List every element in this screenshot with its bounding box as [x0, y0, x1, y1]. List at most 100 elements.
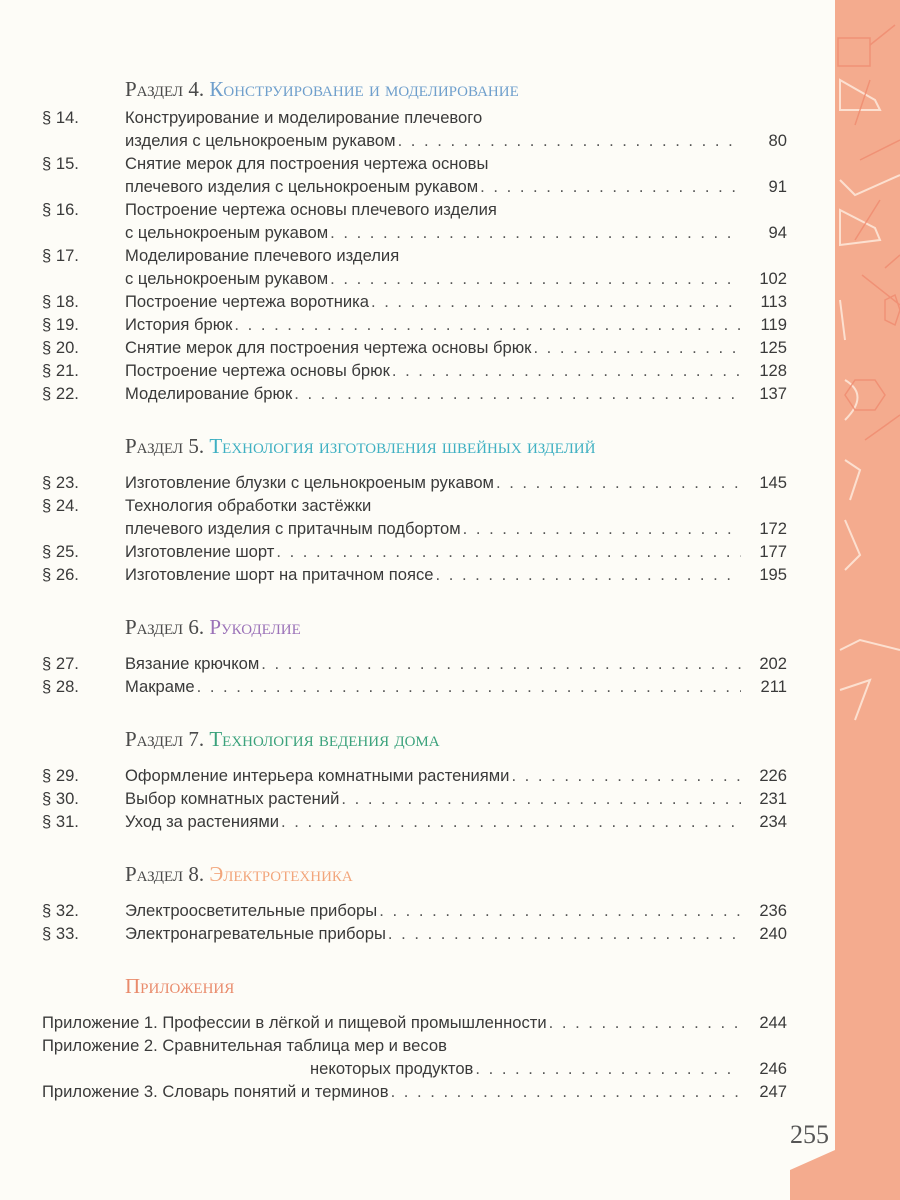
section-title: Технология ведения дома [209, 727, 440, 751]
entry-title-text: некоторых продуктов [310, 1059, 474, 1078]
entry-number: § 25. [42, 542, 79, 561]
toc-entry[interactable]: § 14. Конструирование и моделирование пле… [42, 106, 787, 152]
entry-number: § 27. [42, 654, 79, 673]
entry-title-line: плечевого изделия с цельнокроеным рукаво… [125, 175, 787, 198]
entry-number: § 32. [42, 901, 79, 920]
toc-entry[interactable]: Приложение 3. Словарь понятий и терминов… [42, 1080, 787, 1103]
toc-entry[interactable]: § 29. Оформление интерьера комнатными рас… [42, 764, 787, 787]
entry-title-text: плечевого изделия с цельнокроеным рукаво… [125, 177, 479, 196]
toc-entry[interactable]: § 17. Моделирование плечевого изделия с це… [42, 244, 787, 290]
entry-number: § 18. [42, 292, 79, 311]
entry-page-number[interactable]: 125 [759, 338, 787, 357]
dot-leader: . . . . . . . . . . . . . . . . . . . . … [281, 812, 741, 831]
entry-number: § 31. [42, 812, 79, 831]
entry-title-text: Снятие мерок для построения чертежа осно… [125, 338, 532, 357]
entry-number: § 15. [42, 154, 79, 173]
section-label: Раздел 8. [125, 862, 205, 886]
toc-entry[interactable]: Приложение 2. Сравнительная таблица мер … [42, 1034, 787, 1080]
toc-entry[interactable]: § 21. Построение чертежа основы брюк. . .… [42, 359, 787, 382]
dot-leader: . . . . . . . . . . . . . . . . . . . . … [341, 789, 741, 808]
dot-leader: . . . . . . . . . . . . . . . . . . . . … [548, 1013, 741, 1032]
entry-page-number[interactable]: 234 [759, 812, 787, 831]
toc-entry[interactable]: § 23. Изготовление блузки с цельнокроеным… [42, 471, 787, 494]
section-title: Технология изготовления швейных изделий [209, 434, 596, 458]
entry-number: § 19. [42, 315, 79, 334]
entry-page-number[interactable]: 244 [759, 1013, 787, 1032]
toc-entry[interactable]: § 22. Моделирование брюк. . . . . . . . .… [42, 382, 787, 405]
entry-body: Уход за растениями. . . . . . . . . . . … [125, 810, 787, 833]
dot-leader: . . . . . . . . . . . . . . . . . . . . … [495, 473, 741, 492]
toc-entry[interactable]: § 31. Уход за растениями. . . . . . . . .… [42, 810, 787, 833]
entry-title-text: Технология обработки застёжки [125, 496, 372, 515]
section-title: Приложения [125, 974, 235, 998]
entry-page-number[interactable]: 102 [759, 269, 787, 288]
dot-leader: . . . . . . . . . . . . . . . . . . . . … [397, 131, 741, 150]
entry-body: Электронагревательные приборы. . . . . .… [125, 922, 787, 945]
section-heading: Раздел 8. Электротехника [125, 859, 787, 889]
entry-page-number[interactable]: 231 [759, 789, 787, 808]
entry-number: § 28. [42, 677, 79, 696]
dot-leader: . . . . . . . . . . . . . . . . . . . . … [261, 654, 741, 673]
entry-title-line: Изготовление шорт. . . . . . . . . . . .… [125, 540, 787, 563]
toc-entry[interactable]: § 28. Макраме. . . . . . . . . . . . . . … [42, 675, 787, 698]
toc-entry[interactable]: § 16. Построение чертежа основы плечевого… [42, 198, 787, 244]
entry-title-line: Приложение 2. Сравнительная таблица мер … [42, 1034, 787, 1057]
entry-title-line: Технология обработки застёжки [125, 494, 787, 517]
entry-title-text: Приложение 2. Сравнительная таблица мер … [42, 1036, 447, 1055]
toc-entry[interactable]: Приложение 1. Профессии в лёгкой и пищев… [42, 1011, 787, 1034]
entry-page-number[interactable]: 240 [759, 924, 787, 943]
entry-page-number[interactable]: 91 [768, 177, 787, 196]
entry-page-number[interactable]: 202 [759, 654, 787, 673]
entry-page-number[interactable]: 211 [760, 677, 787, 696]
entry-page-number[interactable]: 80 [768, 131, 787, 150]
entry-title-text: Приложение 1. Профессии в лёгкой и пищев… [42, 1013, 547, 1032]
entry-body: Изготовление блузки с цельнокроеным рука… [125, 471, 787, 494]
entry-page-number[interactable]: 172 [759, 519, 787, 538]
entry-page-number[interactable]: 145 [759, 473, 787, 492]
toc-section: Раздел 4. Конструирование и моделировани… [42, 74, 787, 405]
entry-title-line: Уход за растениями. . . . . . . . . . . … [125, 810, 787, 833]
entry-page-number[interactable]: 226 [759, 766, 787, 785]
entry-title-line: Вязание крючком. . . . . . . . . . . . .… [125, 652, 787, 675]
entry-page-number[interactable]: 247 [759, 1082, 787, 1101]
toc-entry[interactable]: § 20. Снятие мерок для построения чертежа… [42, 336, 787, 359]
entry-body: Приложение 1. Профессии в лёгкой и пищев… [42, 1011, 787, 1034]
entry-body: История брюк. . . . . . . . . . . . . . … [125, 313, 787, 336]
entry-page-number[interactable]: 119 [760, 315, 787, 334]
entry-number: § 17. [42, 246, 79, 265]
entry-title-line: Снятие мерок для построения чертежа осно… [125, 336, 787, 359]
entry-title-line: Моделирование плечевого изделия [125, 244, 787, 267]
dot-leader: . . . . . . . . . . . . . . . . . . . . … [379, 901, 741, 920]
toc-entry[interactable]: § 25. Изготовление шорт. . . . . . . . . … [42, 540, 787, 563]
entry-number: § 33. [42, 924, 79, 943]
entry-title-text: с цельнокроеным рукавом [125, 269, 329, 288]
entry-title-line: История брюк. . . . . . . . . . . . . . … [125, 313, 787, 336]
entry-title-line: Макраме. . . . . . . . . . . . . . . . .… [125, 675, 787, 698]
entry-page-number[interactable]: 137 [759, 384, 787, 403]
toc-entry[interactable]: § 26. Изготовление шорт на притачном пояс… [42, 563, 787, 586]
dot-leader: . . . . . . . . . . . . . . . . . . . . … [370, 292, 741, 311]
dot-leader: . . . . . . . . . . . . . . . . . . . . … [196, 677, 741, 696]
entry-page-number[interactable]: 195 [759, 565, 787, 584]
entry-page-number[interactable]: 94 [768, 223, 787, 242]
toc-entry[interactable]: § 27. Вязание крючком. . . . . . . . . . … [42, 652, 787, 675]
toc-entry[interactable]: § 24. Технология обработки застёжки плечев… [42, 494, 787, 540]
toc-entry[interactable]: § 33. Электронагревательные приборы. . . … [42, 922, 787, 945]
toc-entry[interactable]: § 19. История брюк. . . . . . . . . . . .… [42, 313, 787, 336]
entry-body: Конструирование и моделирование плечевог… [125, 106, 787, 152]
section-heading: Раздел 4. Конструирование и моделировани… [125, 74, 787, 104]
entry-body: Технология обработки застёжки плечевого и… [125, 494, 787, 540]
entry-page-number[interactable]: 113 [760, 292, 787, 311]
entry-body: Изготовление шорт. . . . . . . . . . . .… [125, 540, 787, 563]
entry-page-number[interactable]: 246 [759, 1059, 787, 1078]
entry-page-number[interactable]: 236 [759, 901, 787, 920]
toc-entry[interactable]: § 32. Электроосветительные приборы. . . .… [42, 899, 787, 922]
entry-number: § 30. [42, 789, 79, 808]
toc-entry[interactable]: § 15. Снятие мерок для построения чертежа… [42, 152, 787, 198]
entry-page-number[interactable]: 177 [759, 542, 787, 561]
entry-title-line: Построение чертежа основы плечевого изде… [125, 198, 787, 221]
section-label: Раздел 7. [125, 727, 205, 751]
toc-entry[interactable]: § 18. Построение чертежа воротника. . . .… [42, 290, 787, 313]
toc-entry[interactable]: § 30. Выбор комнатных растений. . . . . .… [42, 787, 787, 810]
entry-page-number[interactable]: 128 [759, 361, 787, 380]
